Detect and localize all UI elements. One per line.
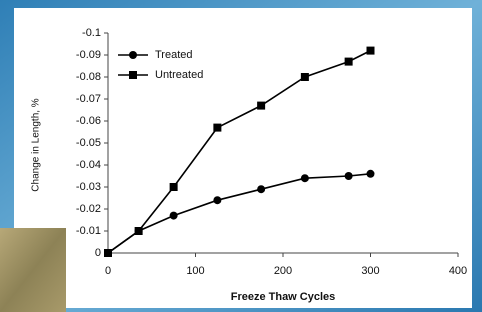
x-tick-label: 300 (361, 265, 379, 277)
x-axis-label: Freeze Thaw Cycles (231, 291, 336, 303)
y-tick-label: 0 (95, 247, 101, 259)
point (367, 170, 375, 178)
y-tick-label: -0.05 (76, 137, 101, 149)
stone-photo (0, 228, 66, 312)
point (367, 47, 375, 55)
x-tick-label: 100 (186, 265, 204, 277)
point (345, 172, 353, 180)
point (301, 73, 309, 81)
point (257, 102, 265, 110)
chart: Freeze Thaw Cycles Change in Length, % 0… (0, 0, 482, 312)
y-tick-label: -0.03 (76, 181, 101, 193)
x-tick-label: 0 (105, 265, 111, 277)
y-tick-label: -0.07 (76, 93, 101, 105)
legend-label: Treated (155, 49, 193, 61)
point (129, 71, 137, 79)
point (257, 185, 265, 193)
y-tick-label: -0.1 (82, 27, 101, 39)
y-tick-label: -0.09 (76, 49, 101, 61)
point (345, 58, 353, 66)
y-tick-label: -0.01 (76, 225, 101, 237)
x-tick-label: 200 (274, 265, 292, 277)
y-tick-label: -0.02 (76, 203, 101, 215)
y-tick-label: -0.04 (76, 159, 101, 171)
y-tick-label: -0.06 (76, 115, 101, 127)
point (301, 174, 309, 182)
point (129, 51, 137, 59)
point (170, 183, 178, 191)
x-tick-label: 400 (449, 265, 467, 277)
y-axis-label: Change in Length, % (31, 98, 42, 192)
point (170, 212, 178, 220)
point (135, 227, 143, 235)
point (213, 124, 221, 132)
point (104, 249, 112, 257)
legend-label: Untreated (155, 69, 203, 81)
point (213, 196, 221, 204)
y-tick-label: -0.08 (76, 71, 101, 83)
